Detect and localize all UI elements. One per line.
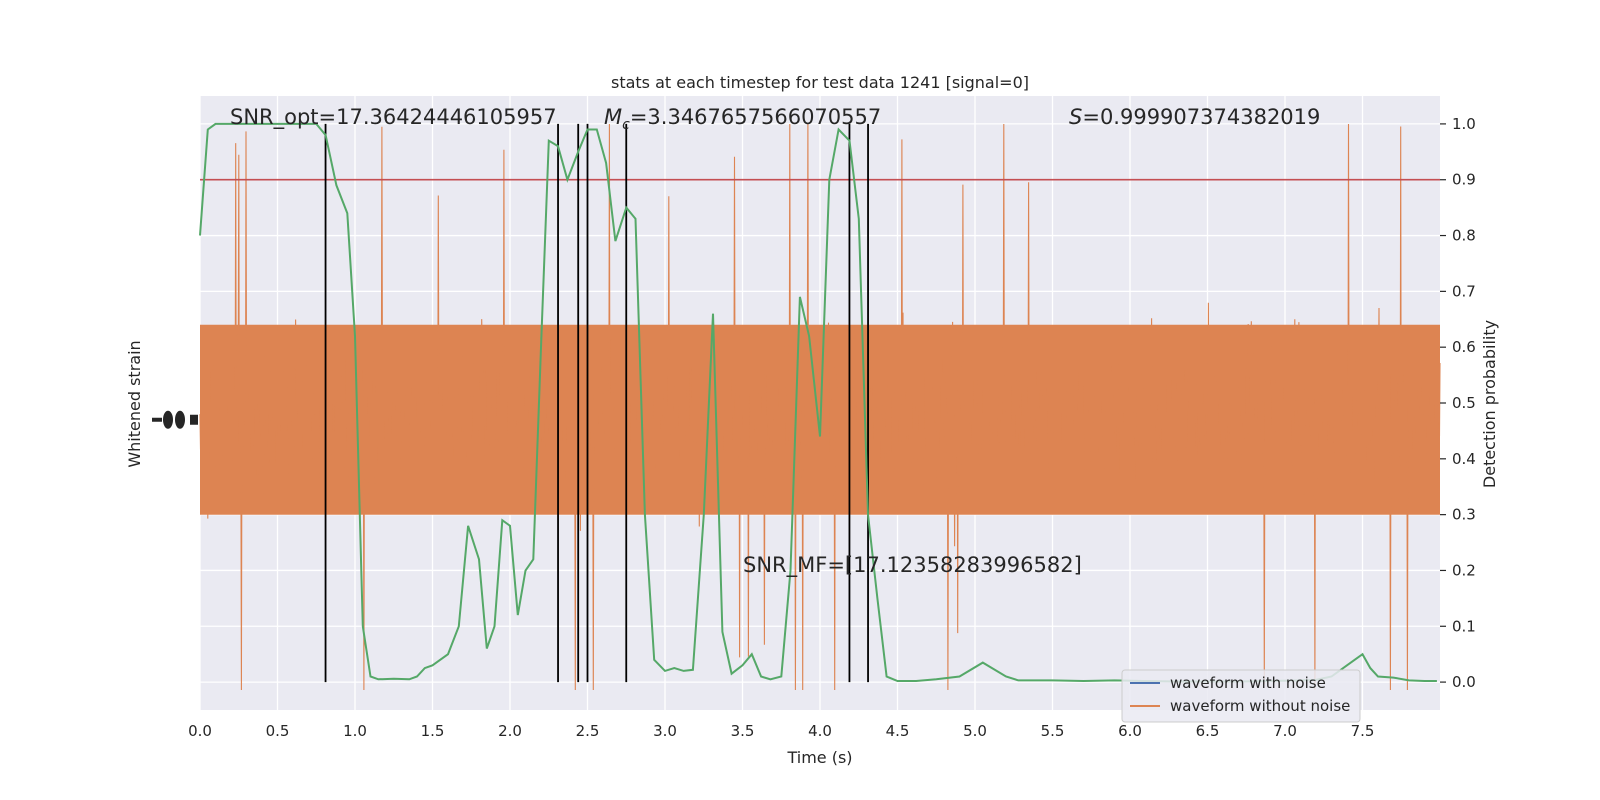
left-tick-blob	[163, 410, 173, 429]
x-tick-label: 1.0	[343, 722, 367, 740]
chirp-mass-annotation: Mc=3.3467657566070557	[604, 105, 881, 133]
x-tick-label: 7.5	[1351, 722, 1375, 740]
x-tick-label: 4.5	[886, 722, 910, 740]
right-tick-label: 0.6	[1452, 338, 1476, 356]
left-axis-tick-labels-overlapped	[152, 410, 198, 429]
x-axis-label: Time (s)	[786, 748, 852, 767]
x-tick-label: 7.0	[1273, 722, 1297, 740]
x-tick-label: 4.0	[808, 722, 832, 740]
right-tick-label: 0.1	[1452, 617, 1476, 635]
x-tick-label: 0.5	[266, 722, 290, 740]
s-value: =0.999907374382019	[1082, 105, 1320, 129]
x-tick-label: 3.0	[653, 722, 677, 740]
right-tick-label: 0.4	[1452, 450, 1476, 468]
left-tick-blob	[190, 414, 198, 425]
x-tick-label: 6.0	[1118, 722, 1142, 740]
x-tick-label: 2.5	[576, 722, 600, 740]
right-tick-label: 0.2	[1452, 561, 1476, 579]
detection-probability-series	[199, 122, 1437, 683]
right-tick-label: 1.0	[1452, 115, 1476, 133]
chart-title: stats at each timestep for test data 124…	[611, 73, 1029, 92]
right-tick-label: 0.9	[1452, 171, 1476, 189]
detection-probability-line	[199, 122, 1437, 683]
left-axis-label: Whitened strain	[125, 340, 144, 467]
x-axis-ticks: 0.0 0.5 1.0 1.5 2.0 2.5 3.0 3.5 4.0 4.5 5.0 5.5 6.0 6…	[188, 722, 1374, 740]
mc-value: =3.3467657566070557	[630, 105, 881, 129]
x-tick-label: 6.5	[1196, 722, 1220, 740]
x-tick-label: 2.0	[498, 722, 522, 740]
s-statistic-annotation: S=0.999907374382019	[1069, 105, 1320, 129]
right-tick-label: 0.7	[1452, 282, 1476, 300]
x-tick-label: 3.5	[731, 722, 755, 740]
s-symbol: S	[1069, 105, 1082, 129]
legend: waveform with noise waveform without noi…	[1121, 669, 1361, 723]
x-tick-label: 5.5	[1041, 722, 1065, 740]
waveform-without-noise-line	[199, 123, 1441, 691]
mc-subscript: c	[622, 117, 630, 133]
left-tick-blob	[175, 410, 185, 429]
trigger-lines	[324, 123, 869, 683]
right-tick-label: 0.5	[1452, 394, 1476, 412]
right-axis-label: Detection probability	[1480, 320, 1499, 488]
right-tick-label: 0.3	[1452, 506, 1476, 524]
x-tick-label: 1.5	[421, 722, 445, 740]
right-axis-ticks: 0.0 0.1 0.2 0.3 0.4 0.5 0.6 0.7 0.8 0.9 1.0	[1440, 115, 1476, 691]
legend-label-without-noise: waveform without noise	[1170, 697, 1350, 715]
x-tick-label: 5.0	[963, 722, 987, 740]
mc-symbol: M	[604, 105, 622, 129]
right-tick-label: 0.0	[1452, 673, 1476, 691]
left-tick-dash	[152, 417, 162, 422]
legend-label-with-noise: waveform with noise	[1170, 674, 1326, 692]
legend-box	[1121, 669, 1361, 723]
right-tick-label: 0.8	[1452, 227, 1476, 245]
x-tick-label: 0.0	[188, 722, 212, 740]
snr-mf-annotation: SNR_MF=[17.12358283996582]	[743, 553, 1082, 578]
snr-opt-annotation: SNR_opt=17.36424446105957	[230, 105, 557, 130]
